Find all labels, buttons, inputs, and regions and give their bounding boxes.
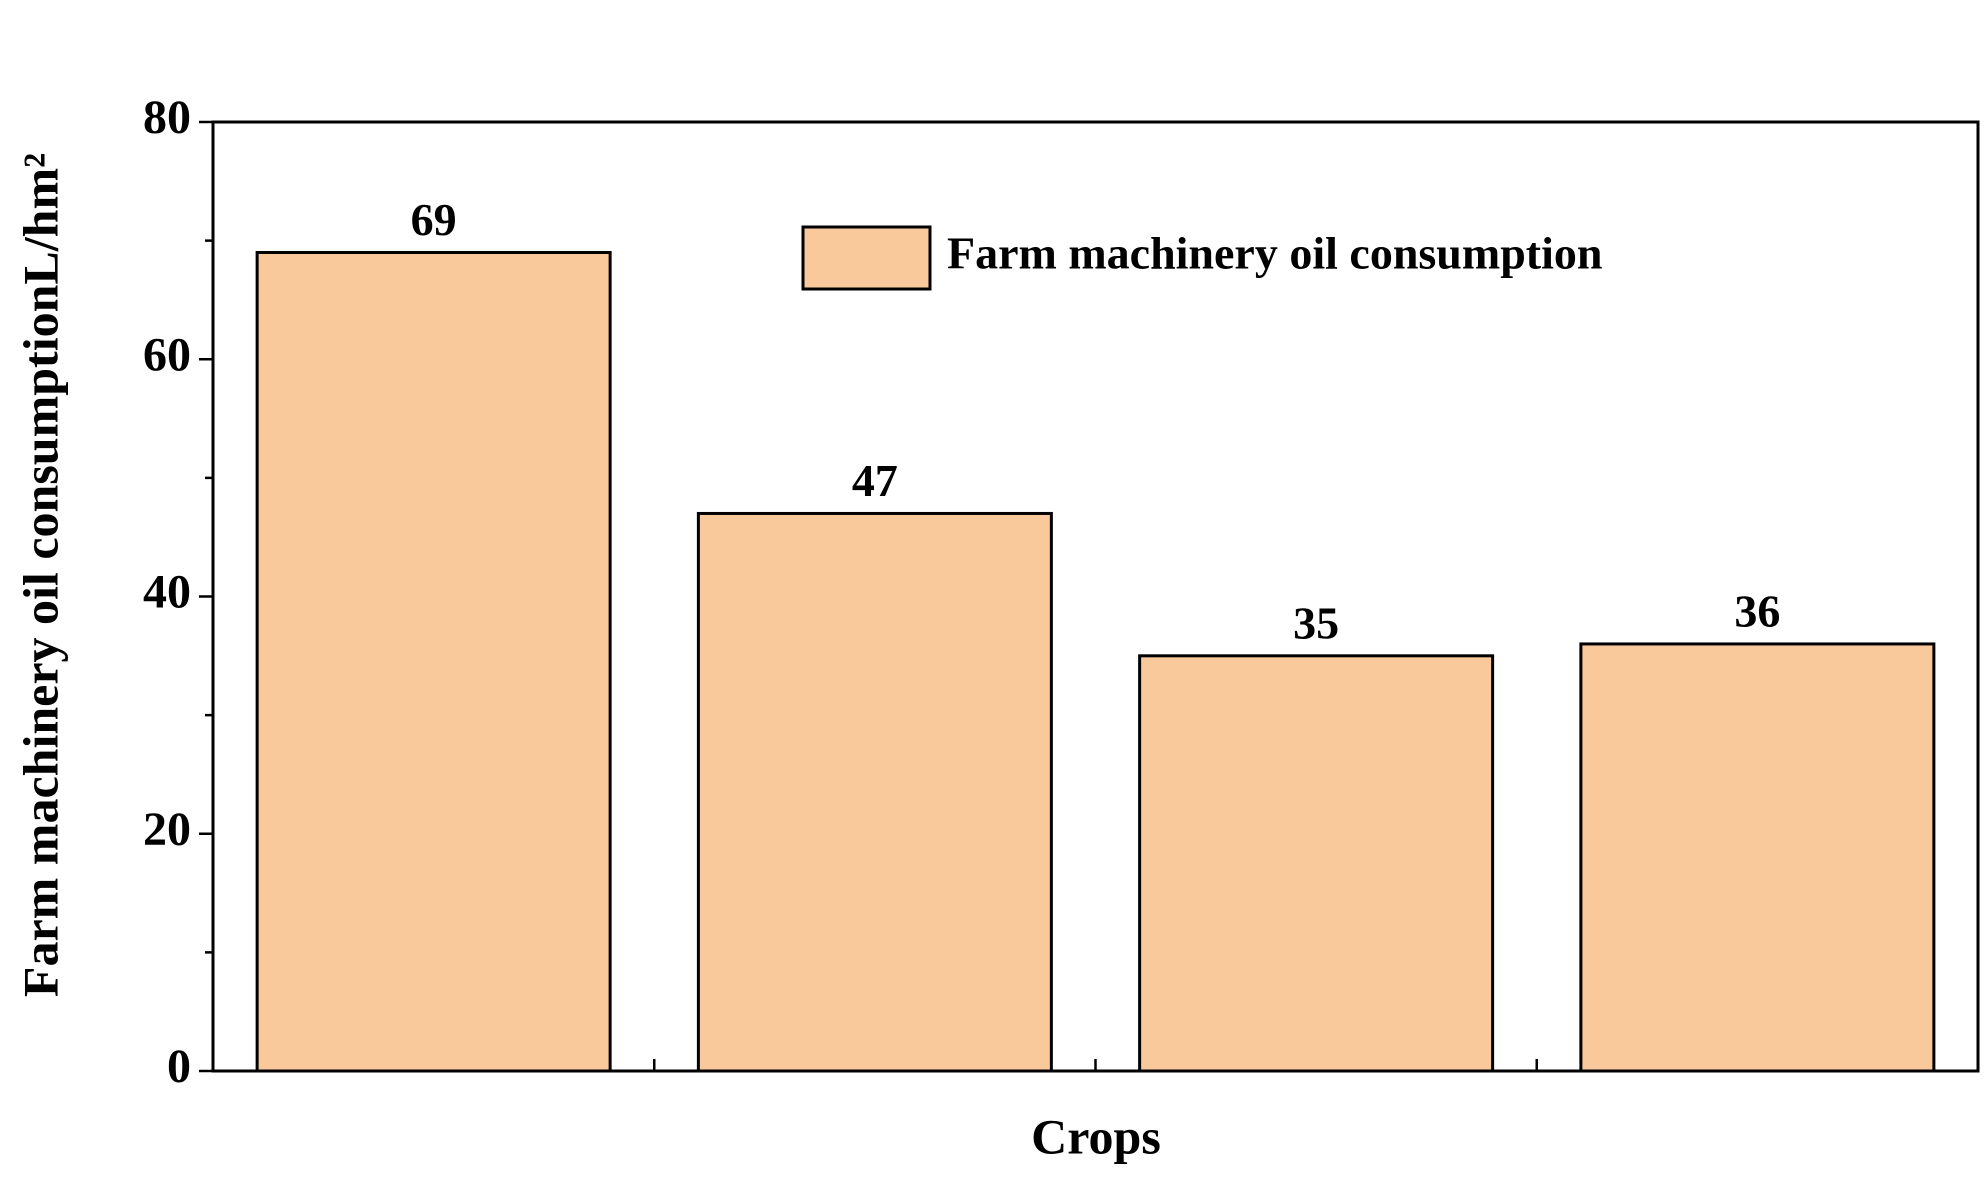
bar [255, 250, 612, 1073]
legend-swatch [801, 225, 932, 291]
bar [696, 511, 1053, 1073]
plot-frame [211, 120, 1980, 1073]
data-label: 35 [1293, 597, 1339, 648]
data-label: 47 [852, 455, 898, 506]
y-tick-label: 0 [167, 1040, 191, 1093]
y-tick-label: 80 [143, 91, 191, 144]
legend-label: Farm machinery oil consumption [947, 228, 1602, 279]
bar [1579, 642, 1936, 1073]
data-label: 36 [1734, 586, 1780, 637]
y-axis-label: Farm machinery oil consumptionL/hm² [12, 153, 68, 997]
y-tick-label: 40 [143, 566, 191, 619]
y-tick-label: 60 [143, 328, 191, 381]
data-label: 69 [411, 194, 457, 245]
bar [1138, 654, 1495, 1073]
x-axis-label: Crops [1031, 1108, 1161, 1164]
y-tick-label: 20 [143, 803, 191, 856]
